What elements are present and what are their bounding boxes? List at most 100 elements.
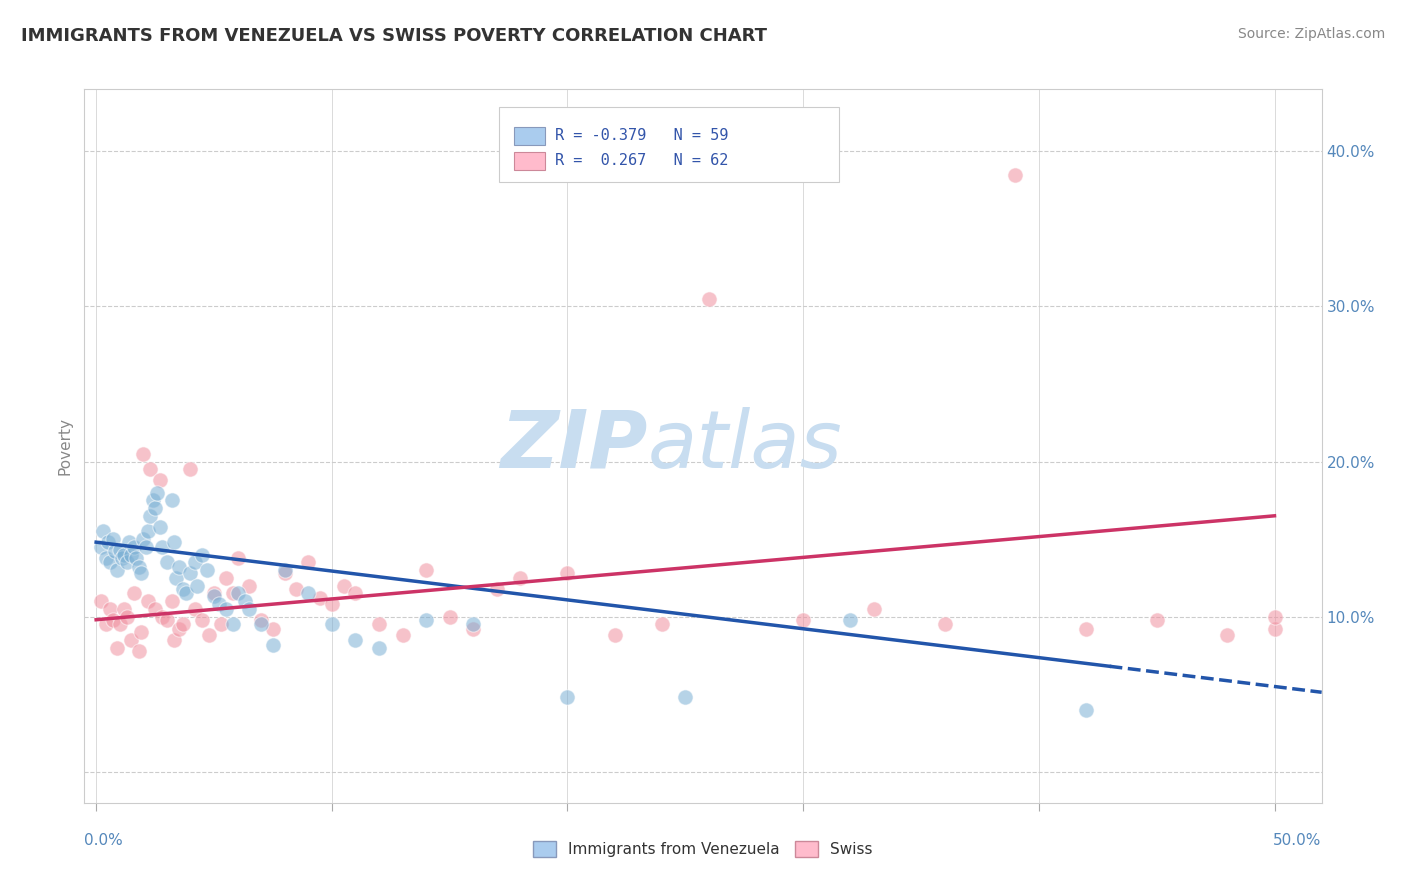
Text: R =  0.267   N = 62: R = 0.267 N = 62 xyxy=(554,153,728,168)
Point xyxy=(250,613,273,627)
Point xyxy=(309,591,332,605)
Point xyxy=(344,632,367,647)
Point xyxy=(115,555,138,569)
Point xyxy=(167,560,190,574)
Point xyxy=(94,550,117,565)
Point xyxy=(122,586,145,600)
Point xyxy=(238,579,260,593)
Point xyxy=(128,560,150,574)
Point xyxy=(91,524,114,539)
Point xyxy=(839,613,862,627)
Point xyxy=(934,617,956,632)
Point xyxy=(1074,703,1097,717)
Point xyxy=(142,493,165,508)
Point xyxy=(463,622,485,636)
Point xyxy=(104,544,127,558)
Point xyxy=(156,613,179,627)
Point xyxy=(273,563,295,577)
Point xyxy=(557,566,579,581)
Point xyxy=(129,566,152,581)
Point xyxy=(112,548,135,562)
Point xyxy=(143,501,166,516)
Point xyxy=(108,617,131,632)
Point xyxy=(208,597,231,611)
Point xyxy=(509,571,531,585)
Point xyxy=(262,638,284,652)
Point xyxy=(101,613,124,627)
Point xyxy=(344,586,367,600)
Point xyxy=(651,617,673,632)
Point xyxy=(97,535,120,549)
Text: R = -0.379   N = 59: R = -0.379 N = 59 xyxy=(554,128,728,143)
Point xyxy=(150,609,173,624)
Point xyxy=(184,555,207,569)
Point xyxy=(174,586,197,600)
Point xyxy=(463,617,485,632)
Point xyxy=(139,508,162,523)
Point xyxy=(149,473,172,487)
Point xyxy=(112,602,135,616)
Point xyxy=(1074,622,1097,636)
Point xyxy=(198,628,221,642)
Point xyxy=(150,540,173,554)
Point xyxy=(297,555,319,569)
Point xyxy=(195,563,218,577)
Point xyxy=(172,617,194,632)
Point xyxy=(179,462,201,476)
Point xyxy=(108,543,131,558)
Point xyxy=(233,594,256,608)
Point xyxy=(321,597,343,611)
Point xyxy=(121,632,143,647)
Point xyxy=(202,590,225,604)
Point xyxy=(186,579,208,593)
Point xyxy=(163,632,186,647)
Point xyxy=(1004,168,1026,182)
Point xyxy=(184,602,207,616)
Point xyxy=(697,292,720,306)
Point xyxy=(128,644,150,658)
Point xyxy=(101,532,124,546)
Point xyxy=(136,594,159,608)
Point xyxy=(98,555,121,569)
Point xyxy=(179,566,201,581)
Point xyxy=(160,493,183,508)
Point xyxy=(368,640,391,655)
Point xyxy=(105,563,128,577)
Point xyxy=(792,613,814,627)
Point xyxy=(222,586,245,600)
Point xyxy=(321,617,343,632)
Point xyxy=(115,609,138,624)
Point xyxy=(202,586,225,600)
Point xyxy=(273,566,295,581)
Point xyxy=(1146,613,1168,627)
Point xyxy=(1263,609,1285,624)
Point xyxy=(98,602,121,616)
Point xyxy=(226,550,249,565)
Point xyxy=(391,628,413,642)
Point xyxy=(222,617,245,632)
Point xyxy=(332,579,354,593)
Point xyxy=(149,519,172,533)
Text: atlas: atlas xyxy=(647,407,842,485)
Point xyxy=(132,447,155,461)
Point xyxy=(111,550,134,565)
Point xyxy=(1216,628,1239,642)
Point xyxy=(215,602,238,616)
Text: IMMIGRANTS FROM VENEZUELA VS SWISS POVERTY CORRELATION CHART: IMMIGRANTS FROM VENEZUELA VS SWISS POVER… xyxy=(21,27,768,45)
Point xyxy=(139,462,162,476)
Point xyxy=(146,485,169,500)
Point xyxy=(121,548,143,562)
Point xyxy=(105,640,128,655)
Point xyxy=(439,609,461,624)
FancyBboxPatch shape xyxy=(499,107,839,182)
Point xyxy=(673,690,696,705)
Point xyxy=(368,617,391,632)
Text: ZIP: ZIP xyxy=(501,407,647,485)
Point xyxy=(163,535,186,549)
Point xyxy=(557,690,579,705)
Point xyxy=(863,602,886,616)
Point xyxy=(238,602,260,616)
Point xyxy=(226,586,249,600)
Point xyxy=(415,563,437,577)
Text: Source: ZipAtlas.com: Source: ZipAtlas.com xyxy=(1237,27,1385,41)
